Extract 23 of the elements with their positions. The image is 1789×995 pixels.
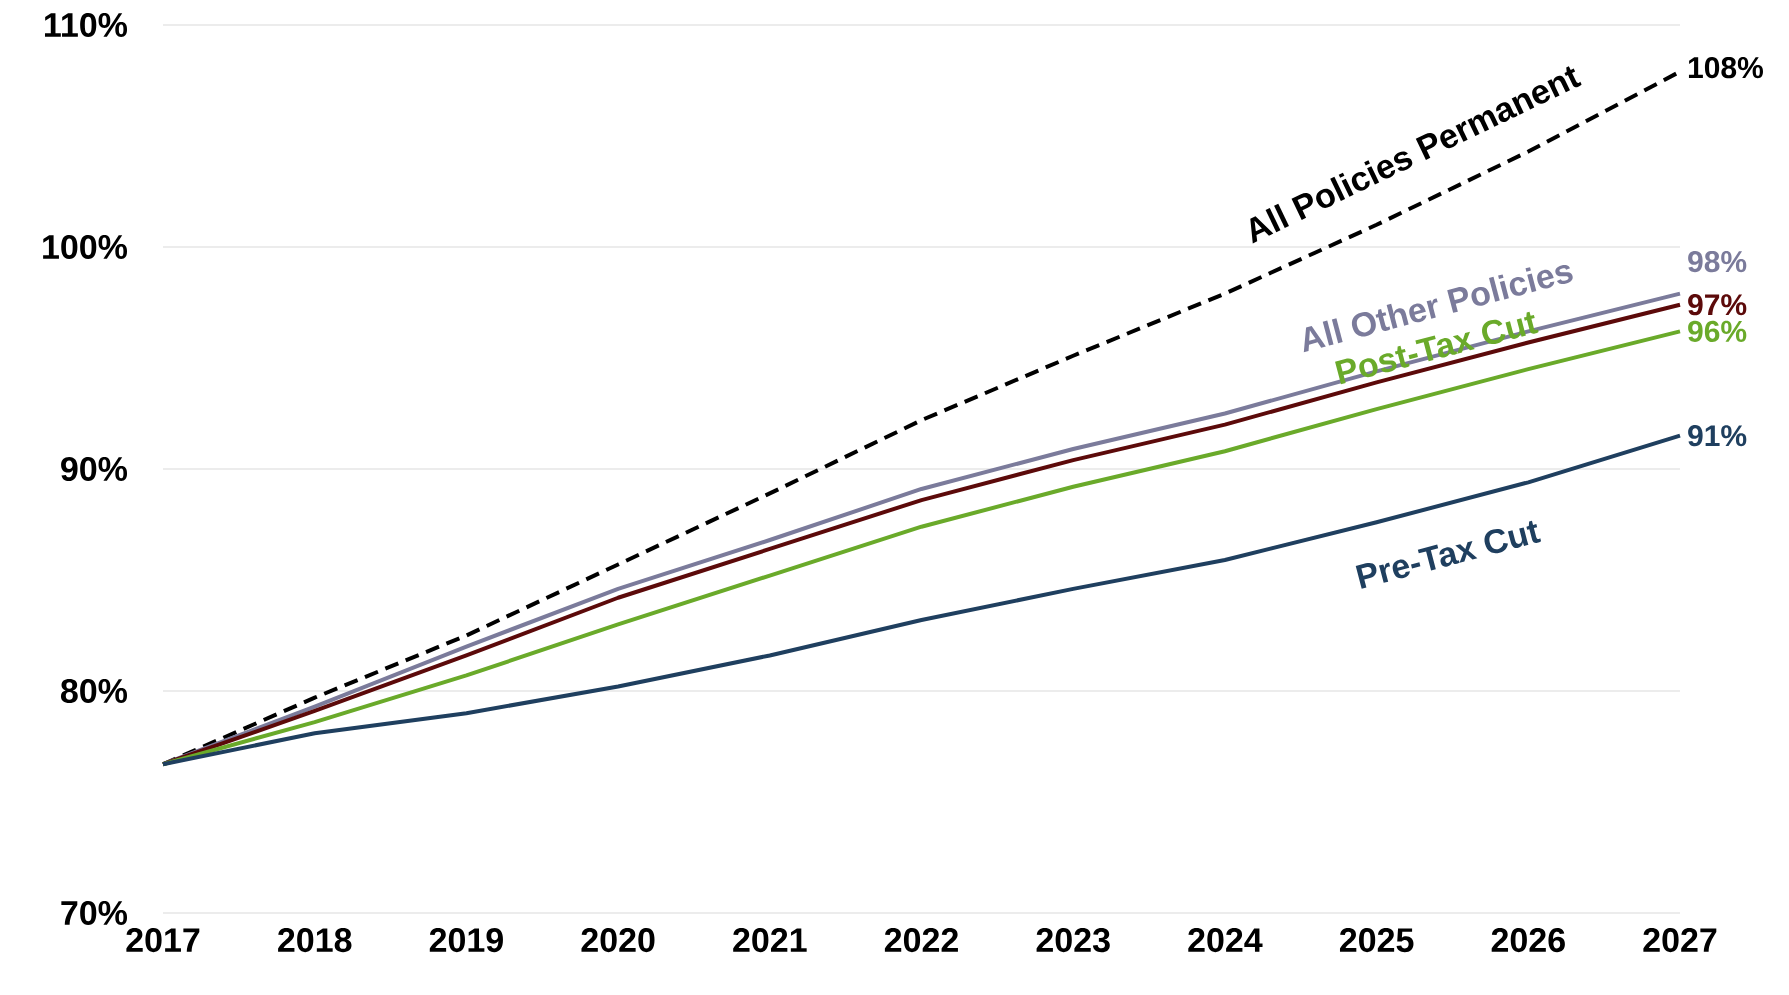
y-tick-label: 100%: [43, 234, 128, 260]
data-label: 91%: [1688, 425, 1747, 447]
data-label: 97%: [1688, 294, 1747, 316]
text: Pre-Tax Cut: [1355, 520, 1542, 589]
y-tick-label: 70%: [61, 900, 128, 926]
x-tick-label: 2018: [278, 928, 352, 953]
x-tick-label: 2021: [733, 928, 807, 953]
x-tick-label: 2025: [1339, 928, 1414, 953]
x-tick-label: 2019: [429, 928, 503, 953]
x-tick-label: 2023: [1036, 928, 1110, 953]
x-tick-label: 2022: [884, 928, 958, 953]
data-label: 96%: [1688, 320, 1747, 342]
data-label: 98%: [1688, 250, 1747, 273]
y-tick-label: 110%: [44, 12, 128, 38]
x-tick-label: 2020: [581, 928, 655, 953]
line-series: [161, 433, 1683, 767]
x-tick-label: 2026: [1491, 928, 1565, 953]
y-tick-label: 80%: [60, 678, 128, 704]
data-label: 108%: [1688, 56, 1763, 79]
y-tick-label: 90%: [61, 456, 128, 482]
x-tick-label: 2027: [1643, 928, 1717, 953]
x-tick-label: 2017: [126, 928, 200, 953]
x-tick-label: 2024: [1188, 928, 1263, 953]
